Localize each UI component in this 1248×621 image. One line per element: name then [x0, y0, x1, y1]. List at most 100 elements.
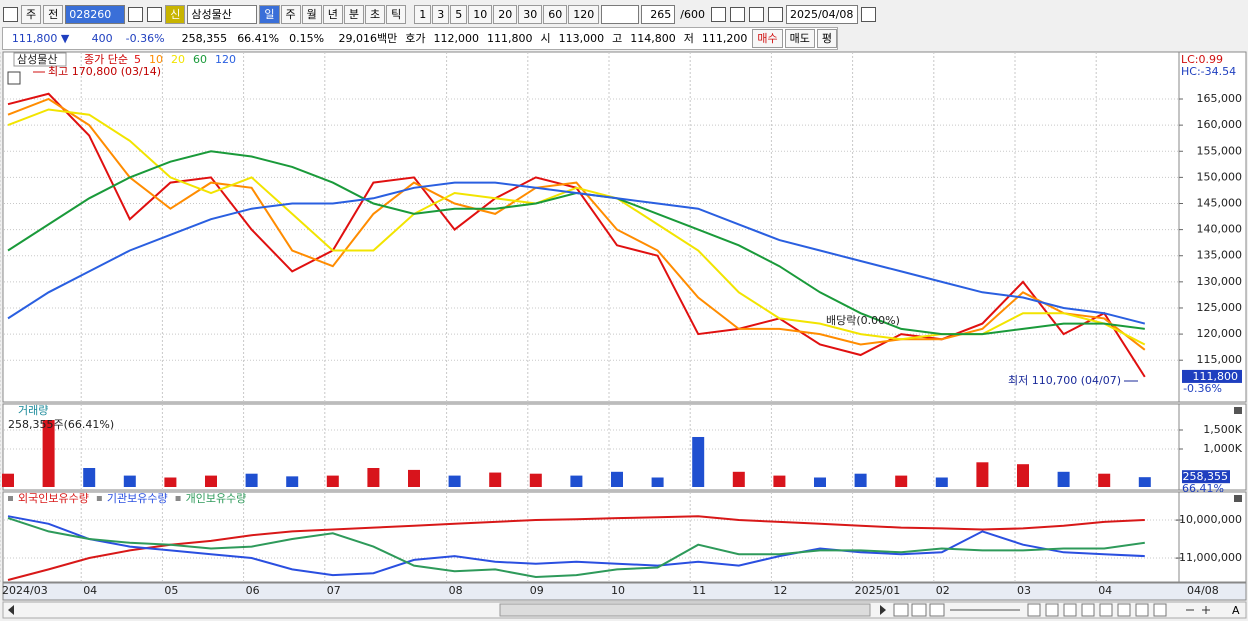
- volume-bar: [692, 437, 704, 487]
- volume-bar: [367, 468, 379, 487]
- quote-bar: 111,800 ▼ 400 -0.36% 258,355 66.41% 0.15…: [2, 27, 838, 50]
- zoom-label[interactable]: A: [1232, 604, 1240, 617]
- volume-bar: [570, 476, 582, 487]
- volume: 258,355: [170, 30, 231, 48]
- nav-last[interactable]: [930, 604, 944, 616]
- x-tick-label: 04: [83, 584, 97, 597]
- volume-bar: [895, 476, 907, 487]
- icon[interactable]: [730, 7, 745, 22]
- period-button[interactable]: 일: [259, 5, 279, 24]
- blank-input[interactable]: [601, 5, 639, 24]
- x-tick-label: 09: [530, 584, 544, 597]
- rate: -0.36%: [118, 30, 168, 48]
- change-label: -0.36%: [1183, 382, 1222, 395]
- tool-icon[interactable]: [1118, 604, 1130, 616]
- count-input[interactable]: 265: [641, 5, 675, 24]
- period-button[interactable]: 분: [344, 5, 364, 24]
- credit-badge: 신: [165, 5, 185, 24]
- panel-title: 거래량: [18, 404, 48, 417]
- volume-bar: [286, 476, 298, 487]
- high: 114,800: [627, 30, 679, 48]
- interval-button[interactable]: 60: [543, 5, 567, 24]
- legend-entry: 개인보유수량: [186, 492, 247, 505]
- x-tick-label: 02: [936, 584, 950, 597]
- market-select[interactable]: 주: [21, 5, 41, 24]
- chart-area: A 2024/030405060708091011122025/01020304…: [0, 0, 1248, 621]
- volume-bar: [652, 477, 664, 487]
- sell-button[interactable]: 매도: [785, 29, 815, 48]
- nav-first[interactable]: [894, 604, 908, 616]
- icon[interactable]: [768, 7, 783, 22]
- panel-close[interactable]: [1234, 407, 1242, 414]
- buy-button[interactable]: 매수: [752, 29, 782, 48]
- nav-stop[interactable]: [912, 604, 926, 616]
- panel-close[interactable]: [1234, 495, 1242, 502]
- icon[interactable]: [711, 7, 726, 22]
- dividend-annotation: 배당락(0.00%): [826, 314, 900, 327]
- hc-label: HC:-34.54: [1181, 65, 1236, 78]
- tool-icon[interactable]: [1046, 604, 1058, 616]
- interval-button[interactable]: 5: [450, 5, 467, 24]
- x-tick-label: 07: [327, 584, 341, 597]
- legend-swatch: [97, 496, 102, 501]
- open: 113,000: [556, 30, 608, 48]
- tool-icon[interactable]: [1064, 604, 1076, 616]
- stock-name: 삼성물산: [187, 5, 257, 24]
- period-button[interactable]: 년: [323, 5, 343, 24]
- avg-button[interactable]: 평: [817, 29, 837, 48]
- tool-icon[interactable]: [1100, 604, 1112, 616]
- volume-bar: [855, 474, 867, 487]
- legend-entry: 20: [171, 53, 185, 66]
- tool-icon[interactable]: [1028, 604, 1040, 616]
- interval-button[interactable]: 10: [468, 5, 492, 24]
- icon[interactable]: [749, 7, 764, 22]
- volume-bar: [2, 474, 14, 487]
- y-tick-label: 160,000: [1197, 118, 1243, 131]
- low-label: 저: [681, 30, 697, 48]
- x-end-label: 04/08: [1187, 584, 1219, 597]
- icon[interactable]: [147, 7, 162, 22]
- y-tick-label: 155,000: [1197, 144, 1243, 157]
- volume-bar: [611, 472, 623, 487]
- period-button[interactable]: 초: [365, 5, 385, 24]
- interval-button[interactable]: 120: [568, 5, 599, 24]
- holding-axis: [1179, 492, 1246, 582]
- page: {"toolbar":{"market":"주","prev":"전","cod…: [0, 0, 1248, 621]
- period-button[interactable]: 월: [302, 5, 322, 24]
- scroll-thumb[interactable]: [500, 604, 870, 616]
- interval-button[interactable]: 1: [414, 5, 431, 24]
- y-tick-label: 140,000: [1197, 223, 1243, 236]
- code-input[interactable]: 028260: [65, 5, 125, 24]
- y-tick-label: 120,000: [1197, 327, 1243, 340]
- legend-swatch: [8, 496, 13, 501]
- x-tick-label: 03: [1017, 584, 1031, 597]
- period-button[interactable]: 틱: [386, 5, 406, 24]
- interval-button[interactable]: 30: [518, 5, 542, 24]
- prev-button[interactable]: 전: [43, 5, 63, 24]
- interval-button[interactable]: 3: [432, 5, 449, 24]
- volume-bar: [1098, 474, 1110, 487]
- count-max: /600: [677, 6, 708, 24]
- y-tick-label: 1,000K: [1203, 442, 1242, 455]
- tool-icon[interactable]: [1082, 604, 1094, 616]
- tool-icon[interactable]: [1136, 604, 1148, 616]
- icon[interactable]: [861, 7, 876, 22]
- volume-bar: [1058, 472, 1070, 487]
- interval-button[interactable]: 20: [493, 5, 517, 24]
- x-tick-label: 04: [1098, 584, 1112, 597]
- price-panel: [3, 52, 1179, 402]
- y-tick-label: -11,000,000: [1175, 551, 1242, 564]
- tool-icon[interactable]: [1154, 604, 1166, 616]
- volume-bar: [83, 468, 95, 487]
- icon[interactable]: [128, 7, 143, 22]
- legend-entry: 외국인보유수량: [18, 492, 89, 505]
- volume-bar: [530, 474, 542, 487]
- date-input[interactable]: 2025/04/08: [786, 5, 858, 24]
- legend-entry: 60: [193, 53, 207, 66]
- price: 111,800 ▼: [3, 30, 72, 48]
- y-tick-label: -10,000,000: [1175, 513, 1242, 526]
- toolbar: 주 전 028260 신 삼성물산 일주월년분초틱 13510203060120…: [2, 4, 877, 25]
- y-tick-label: 1,500K: [1203, 423, 1242, 436]
- period-button[interactable]: 주: [281, 5, 301, 24]
- icon[interactable]: [3, 7, 18, 22]
